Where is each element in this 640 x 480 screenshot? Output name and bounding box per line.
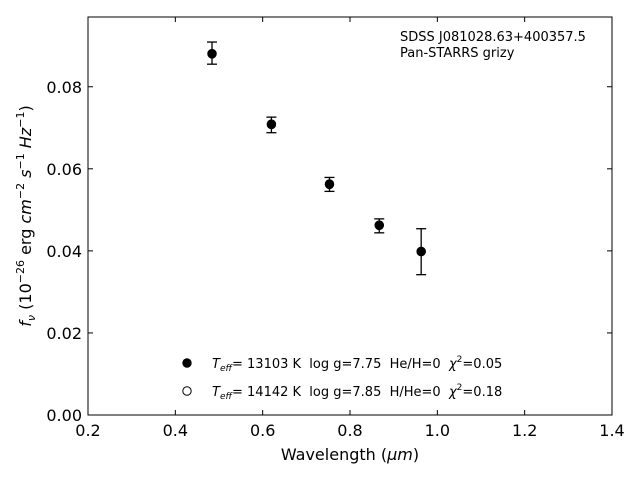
x-tick-label: 1.4 [599,421,624,440]
legend-label-model-2: Teff= 14142 K log g=7.85 H/He=0 χ2=0.18 [212,383,502,402]
legend-label-model-1: Teff= 13103 K log g=7.75 He/H=0 χ2=0.05 [212,355,502,374]
model-1-point [374,220,384,230]
x-tick-label: 0.4 [163,421,188,440]
y-tick-label: 0.08 [46,78,82,97]
x-tick-label: 1.2 [512,421,537,440]
annotation-line-2: Pan-STARRS grizy [400,46,515,61]
x-tick-label: 0.8 [337,421,362,440]
y-axis-label: fν (10−26 erg cm−2 s−1 Hz−1) [14,105,38,326]
y-tick-label: 0.00 [46,406,82,425]
x-axis-label: Wavelength (μm) [281,445,419,464]
annotation-line-1: SDSS J081028.63+400357.5 [400,30,586,45]
model-1-point [416,246,426,257]
y-axis-ticks: 0.00 0.02 0.04 0.06 0.08 [46,78,612,425]
legend-marker-model-1 [182,358,192,368]
legend: Teff= 13103 K log g=7.75 He/H=0 χ2=0.05 … [182,355,502,402]
y-tick-label: 0.06 [46,160,82,179]
x-axis-ticks: 0.2 0.4 0.6 0.8 1.0 1.2 1.4 [75,17,625,440]
model-1-point [324,179,335,189]
y-tick-label: 0.04 [46,242,82,261]
model-1-point [207,49,217,59]
x-tick-label: 0.2 [75,421,100,440]
model-1-point [266,119,277,129]
legend-marker-model-2 [182,386,192,396]
y-tick-label: 0.02 [46,324,82,343]
data-marks [207,41,427,276]
x-tick-label: 1.0 [425,421,450,440]
x-tick-label: 0.6 [250,421,275,440]
plot-frame [87,16,613,416]
